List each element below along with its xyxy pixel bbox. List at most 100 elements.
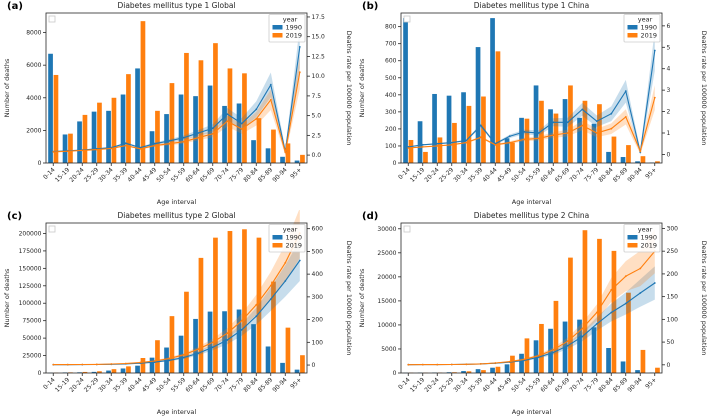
rate-line-1990 (408, 50, 656, 153)
rate-point (226, 332, 229, 335)
rate-point (595, 120, 598, 123)
x-tick-label: 70-74 (213, 376, 230, 393)
empty-legend-box (48, 15, 56, 23)
left-tick-label: 20000 (377, 274, 396, 281)
x-tick-label: 60-64 (184, 166, 201, 183)
rate-point (52, 363, 55, 366)
rate-point (610, 288, 613, 291)
ci-band-1990 (53, 25, 300, 155)
x-axis-label: Age interval (512, 198, 552, 206)
x-tick-label: 25-29 (83, 376, 100, 393)
left-tick-label: 10000 (377, 322, 396, 329)
rate-point (255, 315, 258, 318)
legend-swatch-2019 (272, 243, 283, 248)
panel-title: Diabetes mellitus type 1 China (474, 1, 590, 10)
right-tick-label: 0 (312, 362, 316, 369)
rate-point (523, 131, 526, 133)
panel-letter-a: (a) (7, 1, 23, 12)
legend-label-1990: 1990 (286, 24, 303, 32)
rate-point (197, 352, 200, 355)
right-tick-label: 200 (667, 271, 679, 278)
x-tick-label: 85-89 (257, 166, 274, 183)
x-tick-label: 60-64 (539, 376, 556, 393)
left-tick-label: 6000 (26, 62, 41, 69)
rate-point (653, 282, 656, 284)
rate-point (81, 363, 84, 366)
rate-point (523, 138, 526, 141)
x-tick-label: 45-49 (141, 376, 158, 393)
rate-point (240, 122, 243, 125)
x-tick-label: 40-44 (126, 376, 143, 393)
ci-band-1990 (53, 240, 300, 365)
x-tick-label: 45-49 (141, 166, 158, 183)
right-tick-label: 50 (667, 339, 675, 346)
rate-point (124, 142, 127, 145)
rate-point (653, 96, 656, 99)
x-tick-label: 95+ (644, 376, 658, 390)
y-axis-label-right: Deaths rate per 100000 population (345, 241, 353, 356)
ci-band-2019 (408, 229, 655, 365)
right-tick-label: 100 (667, 316, 679, 323)
rate-point (508, 141, 511, 144)
rate-point (197, 132, 200, 134)
x-tick-label: 60-64 (539, 166, 556, 183)
rate-point (610, 127, 613, 130)
rate-point (537, 137, 540, 140)
x-tick-label: 90-94 (626, 376, 643, 393)
x-tick-label: 85-89 (612, 376, 629, 393)
panel-letter-c: (c) (7, 211, 23, 222)
left-tick-label: 30000 (377, 226, 396, 233)
x-tick-label: 50-54 (155, 166, 172, 183)
rate-point (494, 143, 497, 146)
x-tick-label: 30-34 (452, 166, 469, 183)
chart-type2-china: 0 5000 10000 15000 20000 25000 30000 0 50 100 150 2… (358, 211, 708, 416)
right-tick-label: 2.5 (312, 132, 322, 139)
left-tick-label: 500 (385, 75, 397, 82)
x-axis-label: Age interval (157, 408, 197, 416)
rate-point (508, 135, 511, 138)
x-axis-label: Age interval (512, 408, 552, 416)
rate-line-2019 (408, 97, 656, 153)
empty-legend-box (48, 225, 56, 233)
rate-point (182, 136, 185, 139)
x-tick-label: 85-89 (257, 376, 274, 393)
x-tick-label: 70-74 (568, 376, 585, 393)
right-tick-label: 300 (667, 225, 679, 232)
left-tick-label: 15000 (377, 298, 396, 305)
panel-b: (b) 0 100 200 300 400 500 600 700 800 0 1 2 3 4 5 6 0-14… (355, 0, 709, 209)
rate-point (465, 139, 468, 142)
rate-point (421, 143, 424, 146)
x-tick-label: 20-24 (68, 166, 85, 183)
rate-point (639, 292, 642, 294)
rate-point (436, 145, 439, 147)
right-tick-label: 6 (667, 23, 671, 30)
rate-point (494, 362, 497, 364)
x-tick-label: 40-44 (481, 166, 498, 183)
panel-letter-d: (d) (362, 211, 379, 222)
x-axis-label: Age interval (157, 198, 197, 206)
x-tick-label: 25-29 (438, 376, 455, 393)
rate-point (284, 261, 287, 264)
legend-swatch-2019 (272, 33, 283, 38)
legend-swatch-1990 (272, 235, 283, 240)
x-tick-label: 80-84 (242, 166, 259, 183)
x-tick-label: 65-69 (199, 166, 216, 183)
right-tick-label: 300 (312, 294, 324, 301)
right-tick-label: 600 (312, 226, 324, 233)
x-tick-label: 65-69 (554, 166, 571, 183)
x-tick-label: 25-29 (438, 166, 455, 183)
ci-band-2019 (53, 210, 300, 365)
rate-point (566, 121, 569, 124)
right-tick-label: 100 (312, 339, 324, 346)
ci-band-2019 (53, 55, 300, 156)
rate-point (508, 360, 511, 363)
y-axis-label-right: Deaths rate per 100000 population (700, 241, 708, 356)
rate-point (624, 302, 627, 305)
y-axis-label-left: Number of deaths (358, 58, 366, 117)
rate-point (566, 340, 569, 343)
legend-label-1990: 1990 (641, 24, 658, 32)
